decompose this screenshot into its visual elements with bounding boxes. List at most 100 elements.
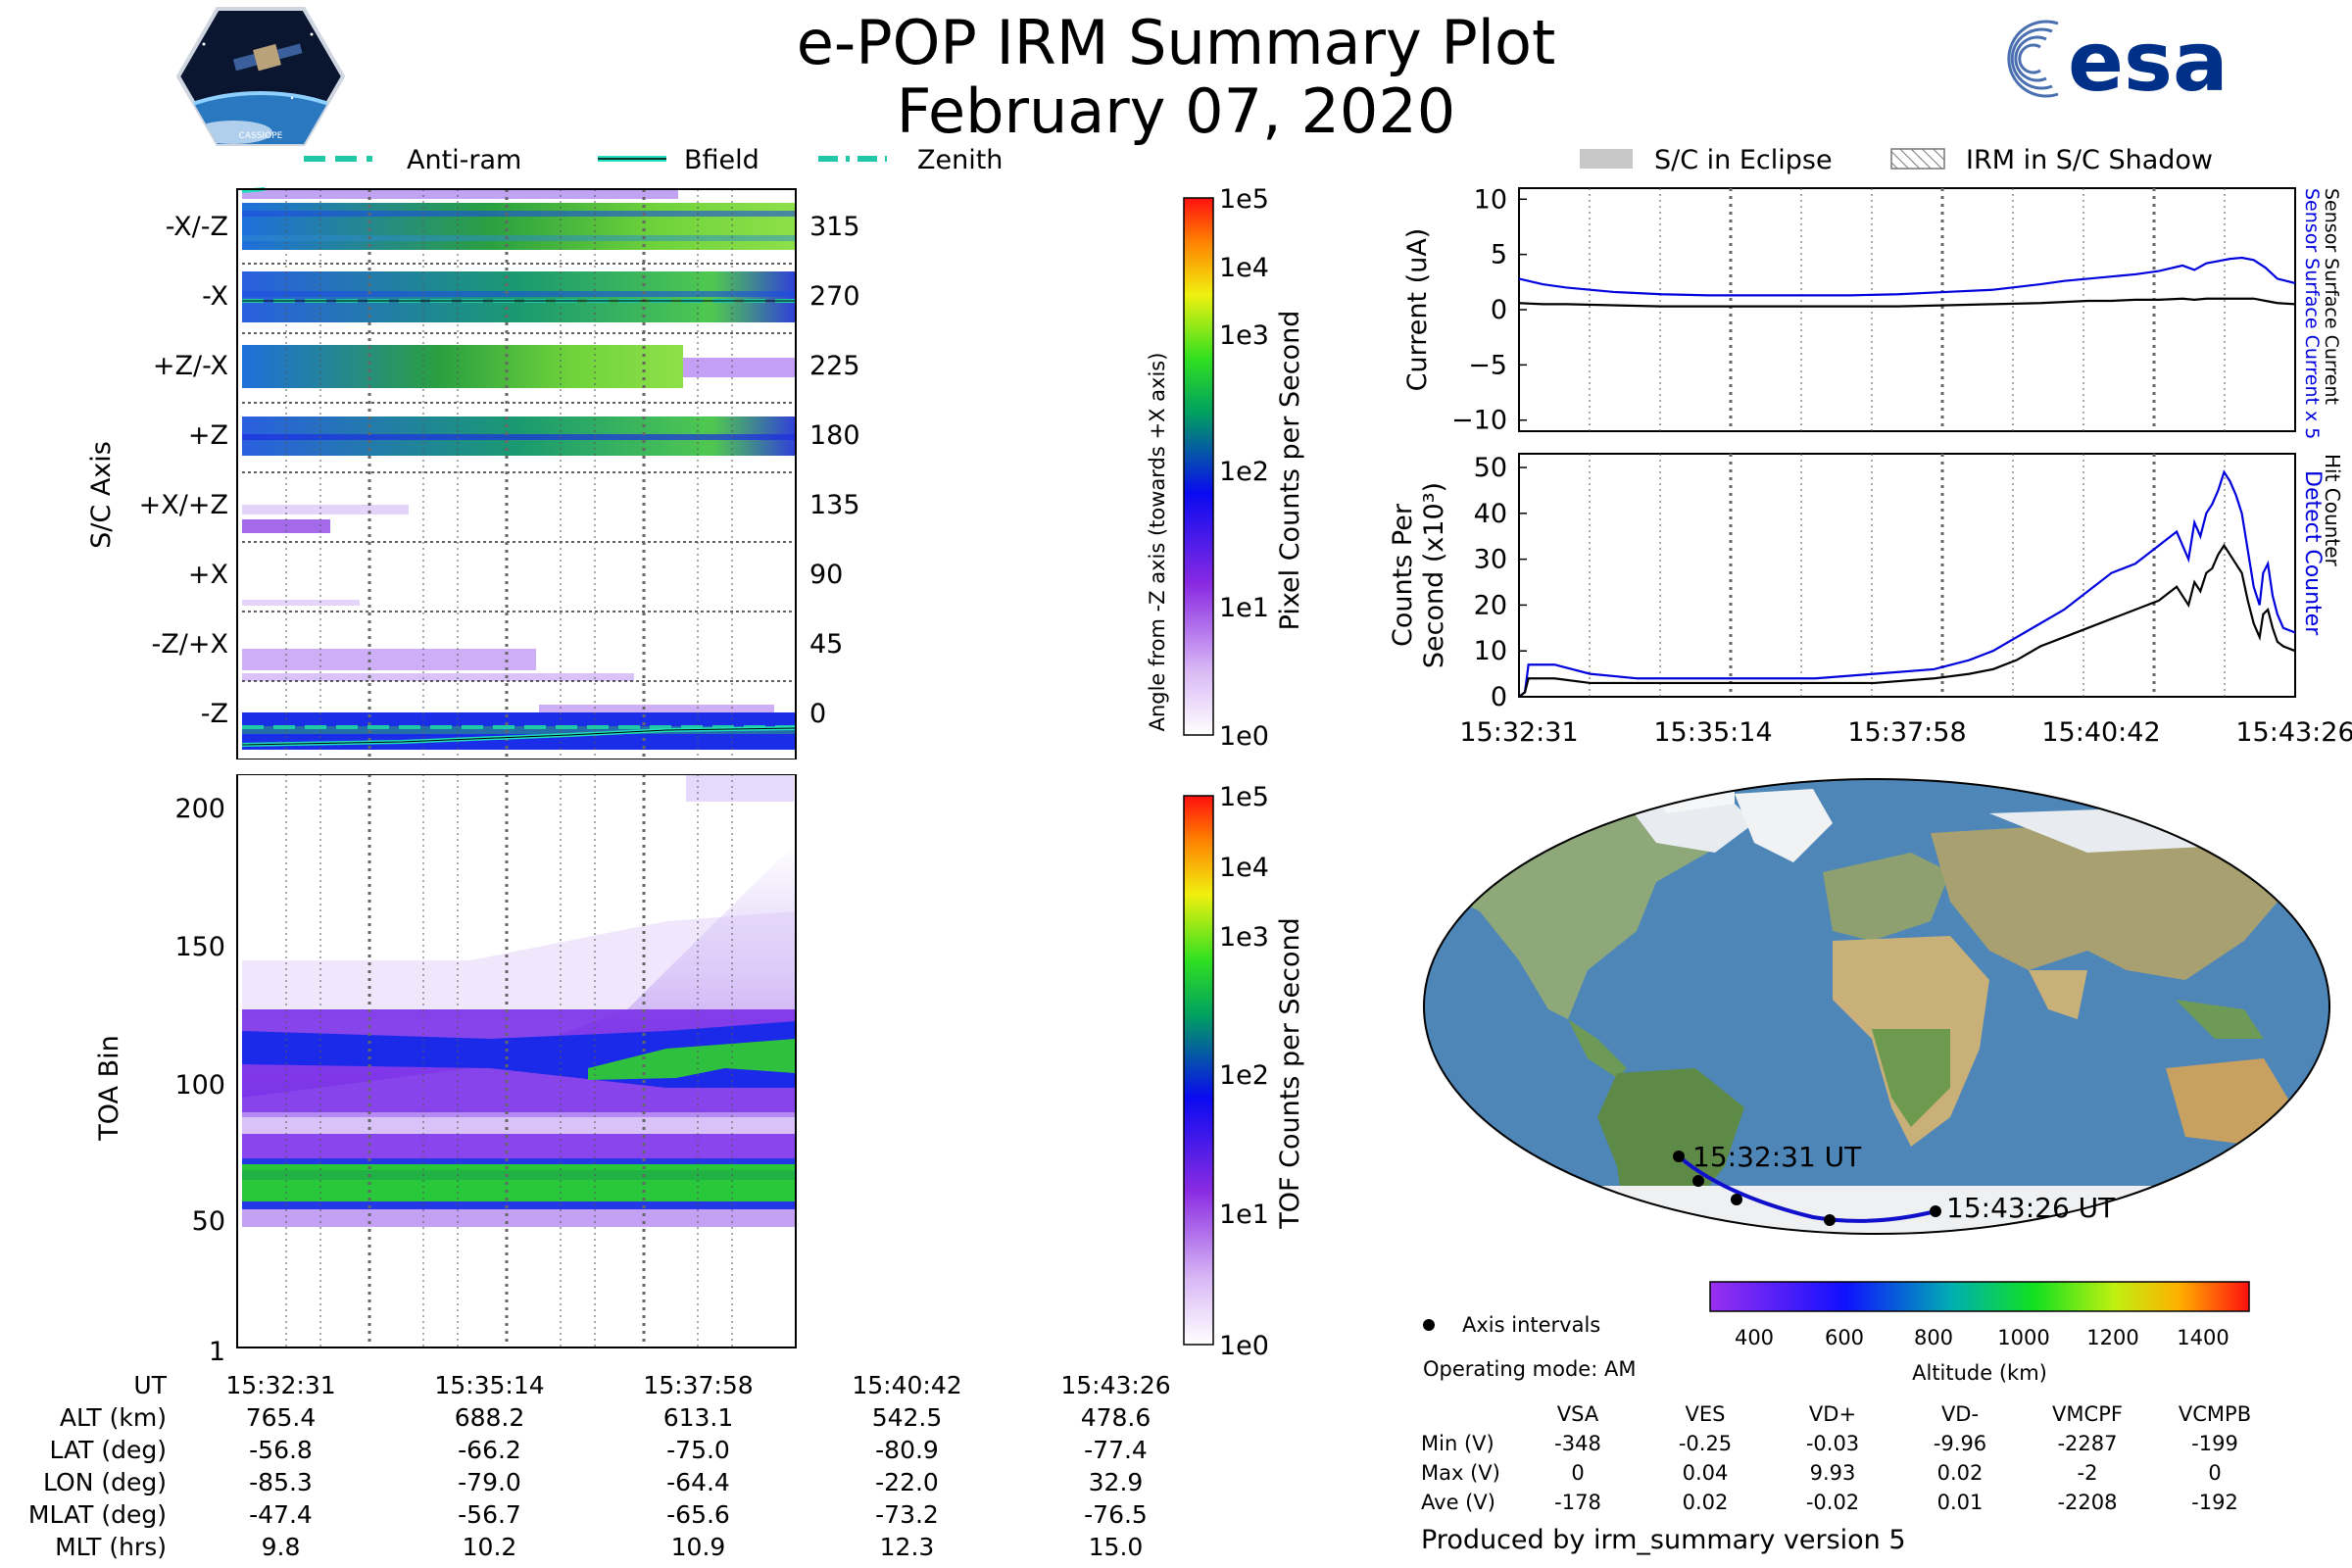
counts-right-label-blue: Detect Counter [2300, 470, 2325, 636]
counts-ylabel: Counts Per [1388, 503, 1418, 647]
svg-text:1200: 1200 [2086, 1326, 2138, 1349]
tof-colorbar-label: TOF Counts per Second [1275, 917, 1305, 1230]
series-line-blue [1518, 256, 2296, 297]
svg-text:0: 0 [1491, 682, 1507, 712]
track-dot [1673, 1151, 1685, 1162]
operating-mode: Operating mode: AM [1423, 1357, 1637, 1381]
svg-text:40: 40 [1474, 499, 1507, 529]
table-row: LAT (deg) -56.8 -66.2 -75.0 -80.9 -77.4 [49, 1436, 1148, 1464]
current-ytick-labels: 10 5 0 −5 −10 [1451, 184, 1507, 435]
svg-text:20: 20 [1474, 590, 1507, 620]
axis-row-label: -Z [201, 699, 228, 729]
counts-chart-frame [1518, 453, 2296, 698]
svg-text:1e4: 1e4 [1219, 853, 1269, 883]
esa-logo-text: esa [2068, 14, 2229, 108]
table-row: Max (V) 0 0.04 9.93 0.02 -2 0 [1421, 1461, 2222, 1485]
page-date: February 07, 2020 [896, 75, 1456, 147]
svg-text:10: 10 [1474, 636, 1507, 666]
svg-text:150: 150 [174, 932, 225, 962]
svg-text:135: 135 [809, 490, 860, 520]
angle-axis-label: Angle from -Z axis (towards +X axis) [1146, 353, 1169, 732]
svg-text:−5: −5 [1468, 350, 1507, 380]
current-right-label-black: Sensor Surface Current [2321, 188, 2342, 405]
svg-text:−10: −10 [1451, 406, 1507, 436]
svg-text:15:43:26: 15:43:26 [2235, 717, 2352, 748]
svg-text:15:32:31: 15:32:31 [1459, 717, 1578, 748]
axis-row-label: +X/+Z [139, 490, 228, 520]
axis-row-label: -Z/+X [152, 629, 228, 660]
eclipse-swatch [1580, 149, 1633, 169]
counts-ytick-labels: 50 40 30 20 10 0 [1474, 453, 1507, 712]
legend-antiram: Anti-ram [407, 145, 521, 175]
table-row: MLAT (deg) -47.4 -56.7 -65.6 -73.2 -76.5 [27, 1500, 1148, 1529]
svg-text:15:35:14: 15:35:14 [1653, 717, 1772, 748]
toa-ytick-labels: 200 150 100 50 1 [174, 794, 225, 1362]
europe [1823, 853, 1950, 941]
current-right-label-blue: Sensor Surface Current x 5 [2301, 188, 2323, 439]
series-line-black [1518, 297, 2296, 308]
svg-text:1e0: 1e0 [1219, 721, 1269, 752]
svg-text:315: 315 [809, 212, 860, 242]
series-line-black [1518, 543, 2296, 698]
orbit-track [1677, 1154, 1936, 1223]
svg-text:1e3: 1e3 [1219, 922, 1269, 953]
svg-text:90: 90 [809, 560, 843, 590]
cassiope-logo-text: CASSIOPE [239, 131, 283, 141]
voltage-table: VSA VES VD+ VD- VMCPF VCMPB Min (V) -348 -0.25… [1421, 1399, 2278, 1517]
axis-row-labels: -X/-Z -X +Z/-X +Z +X/+Z +X -Z/+X -Z [139, 212, 228, 729]
asia [1931, 813, 2303, 980]
svg-text:180: 180 [809, 420, 860, 451]
tof-colorbar [1183, 795, 1214, 1346]
svg-text:800: 800 [1914, 1326, 1953, 1349]
axis-panel-ylabel: S/C Axis [86, 441, 117, 549]
svg-text:1e1: 1e1 [1219, 593, 1269, 623]
svg-text:1e5: 1e5 [1219, 782, 1269, 812]
australia [2166, 1058, 2293, 1147]
svg-text:50: 50 [1474, 453, 1507, 483]
legend-shadow: IRM in S/C Shadow [1966, 145, 2213, 175]
track-dot [1692, 1175, 1704, 1187]
ephemeris-header-label: UT [133, 1371, 167, 1399]
track-dot [1731, 1194, 1742, 1205]
table-row: Ave (V) -178 0.02 -0.02 0.01 -2208 -192 [1421, 1491, 2238, 1514]
axis-row-label: +Z [188, 420, 228, 451]
current-ylabel: Current (uA) [1402, 228, 1433, 392]
svg-text:1e4: 1e4 [1219, 253, 1269, 283]
ephemeris-table: UT 15:32:31 15:35:14 15:37:58 15:40:42 1… [0, 1369, 1220, 1563]
track-start-label: 15:32:31 UT [1692, 1141, 1862, 1173]
svg-text:1e1: 1e1 [1219, 1200, 1269, 1230]
altitude-colorbar: 400 600 800 1000 1200 1400 Altitude (km) [1709, 1281, 2250, 1385]
pixel-colorbar [1183, 197, 1214, 736]
svg-text:200: 200 [174, 794, 225, 824]
svg-text:1e3: 1e3 [1219, 320, 1269, 351]
svg-text:0: 0 [809, 699, 826, 729]
track-end-label: 15:43:26 UT [1946, 1192, 2116, 1224]
svg-text:1000: 1000 [1997, 1326, 2049, 1349]
svg-text:0: 0 [1491, 295, 1507, 325]
esa-logo: esa [2007, 14, 2229, 108]
svg-text:1e2: 1e2 [1219, 1060, 1269, 1091]
svg-text:400: 400 [1735, 1326, 1774, 1349]
table-row: ALT (km) 765.4 688.2 613.1 542.5 478.6 [59, 1403, 1152, 1432]
greenland [1735, 789, 1833, 862]
svg-text:270: 270 [809, 281, 860, 312]
axis-row-label: -X/-Z [166, 212, 228, 242]
legend-eclipse: S/C in Eclipse [1654, 145, 1833, 175]
series-line-blue [1518, 469, 2296, 698]
right-legend: S/C in Eclipse IRM in S/C Shadow [1580, 145, 2213, 175]
table-row: MLT (hrs) 9.8 10.2 10.9 12.3 15.0 [55, 1533, 1144, 1561]
angle-labels: 315 270 225 180 135 90 45 0 [809, 212, 860, 729]
footer-credit: Produced by irm_summary version 5 [1421, 1525, 1906, 1555]
toa-ylabel: TOA Bin [94, 1035, 124, 1141]
table-row: Min (V) -348 -0.25 -0.03 -9.96 -2287 -199 [1421, 1432, 2238, 1455]
svg-text:1e2: 1e2 [1219, 457, 1269, 487]
shadow-swatch [1890, 148, 1945, 170]
svg-text:600: 600 [1825, 1326, 1864, 1349]
svg-text:1: 1 [209, 1337, 225, 1362]
axis-row-label: +X [188, 560, 228, 590]
line-charts-panel: 10 5 0 −5 −10 Current (uA) Sensor Surfac… [1388, 184, 2352, 748]
svg-text:45: 45 [809, 629, 843, 660]
svg-text:50: 50 [192, 1206, 225, 1237]
cassiope-logo: CASSIOPE [175, 7, 346, 146]
svg-text:5: 5 [1491, 240, 1507, 270]
